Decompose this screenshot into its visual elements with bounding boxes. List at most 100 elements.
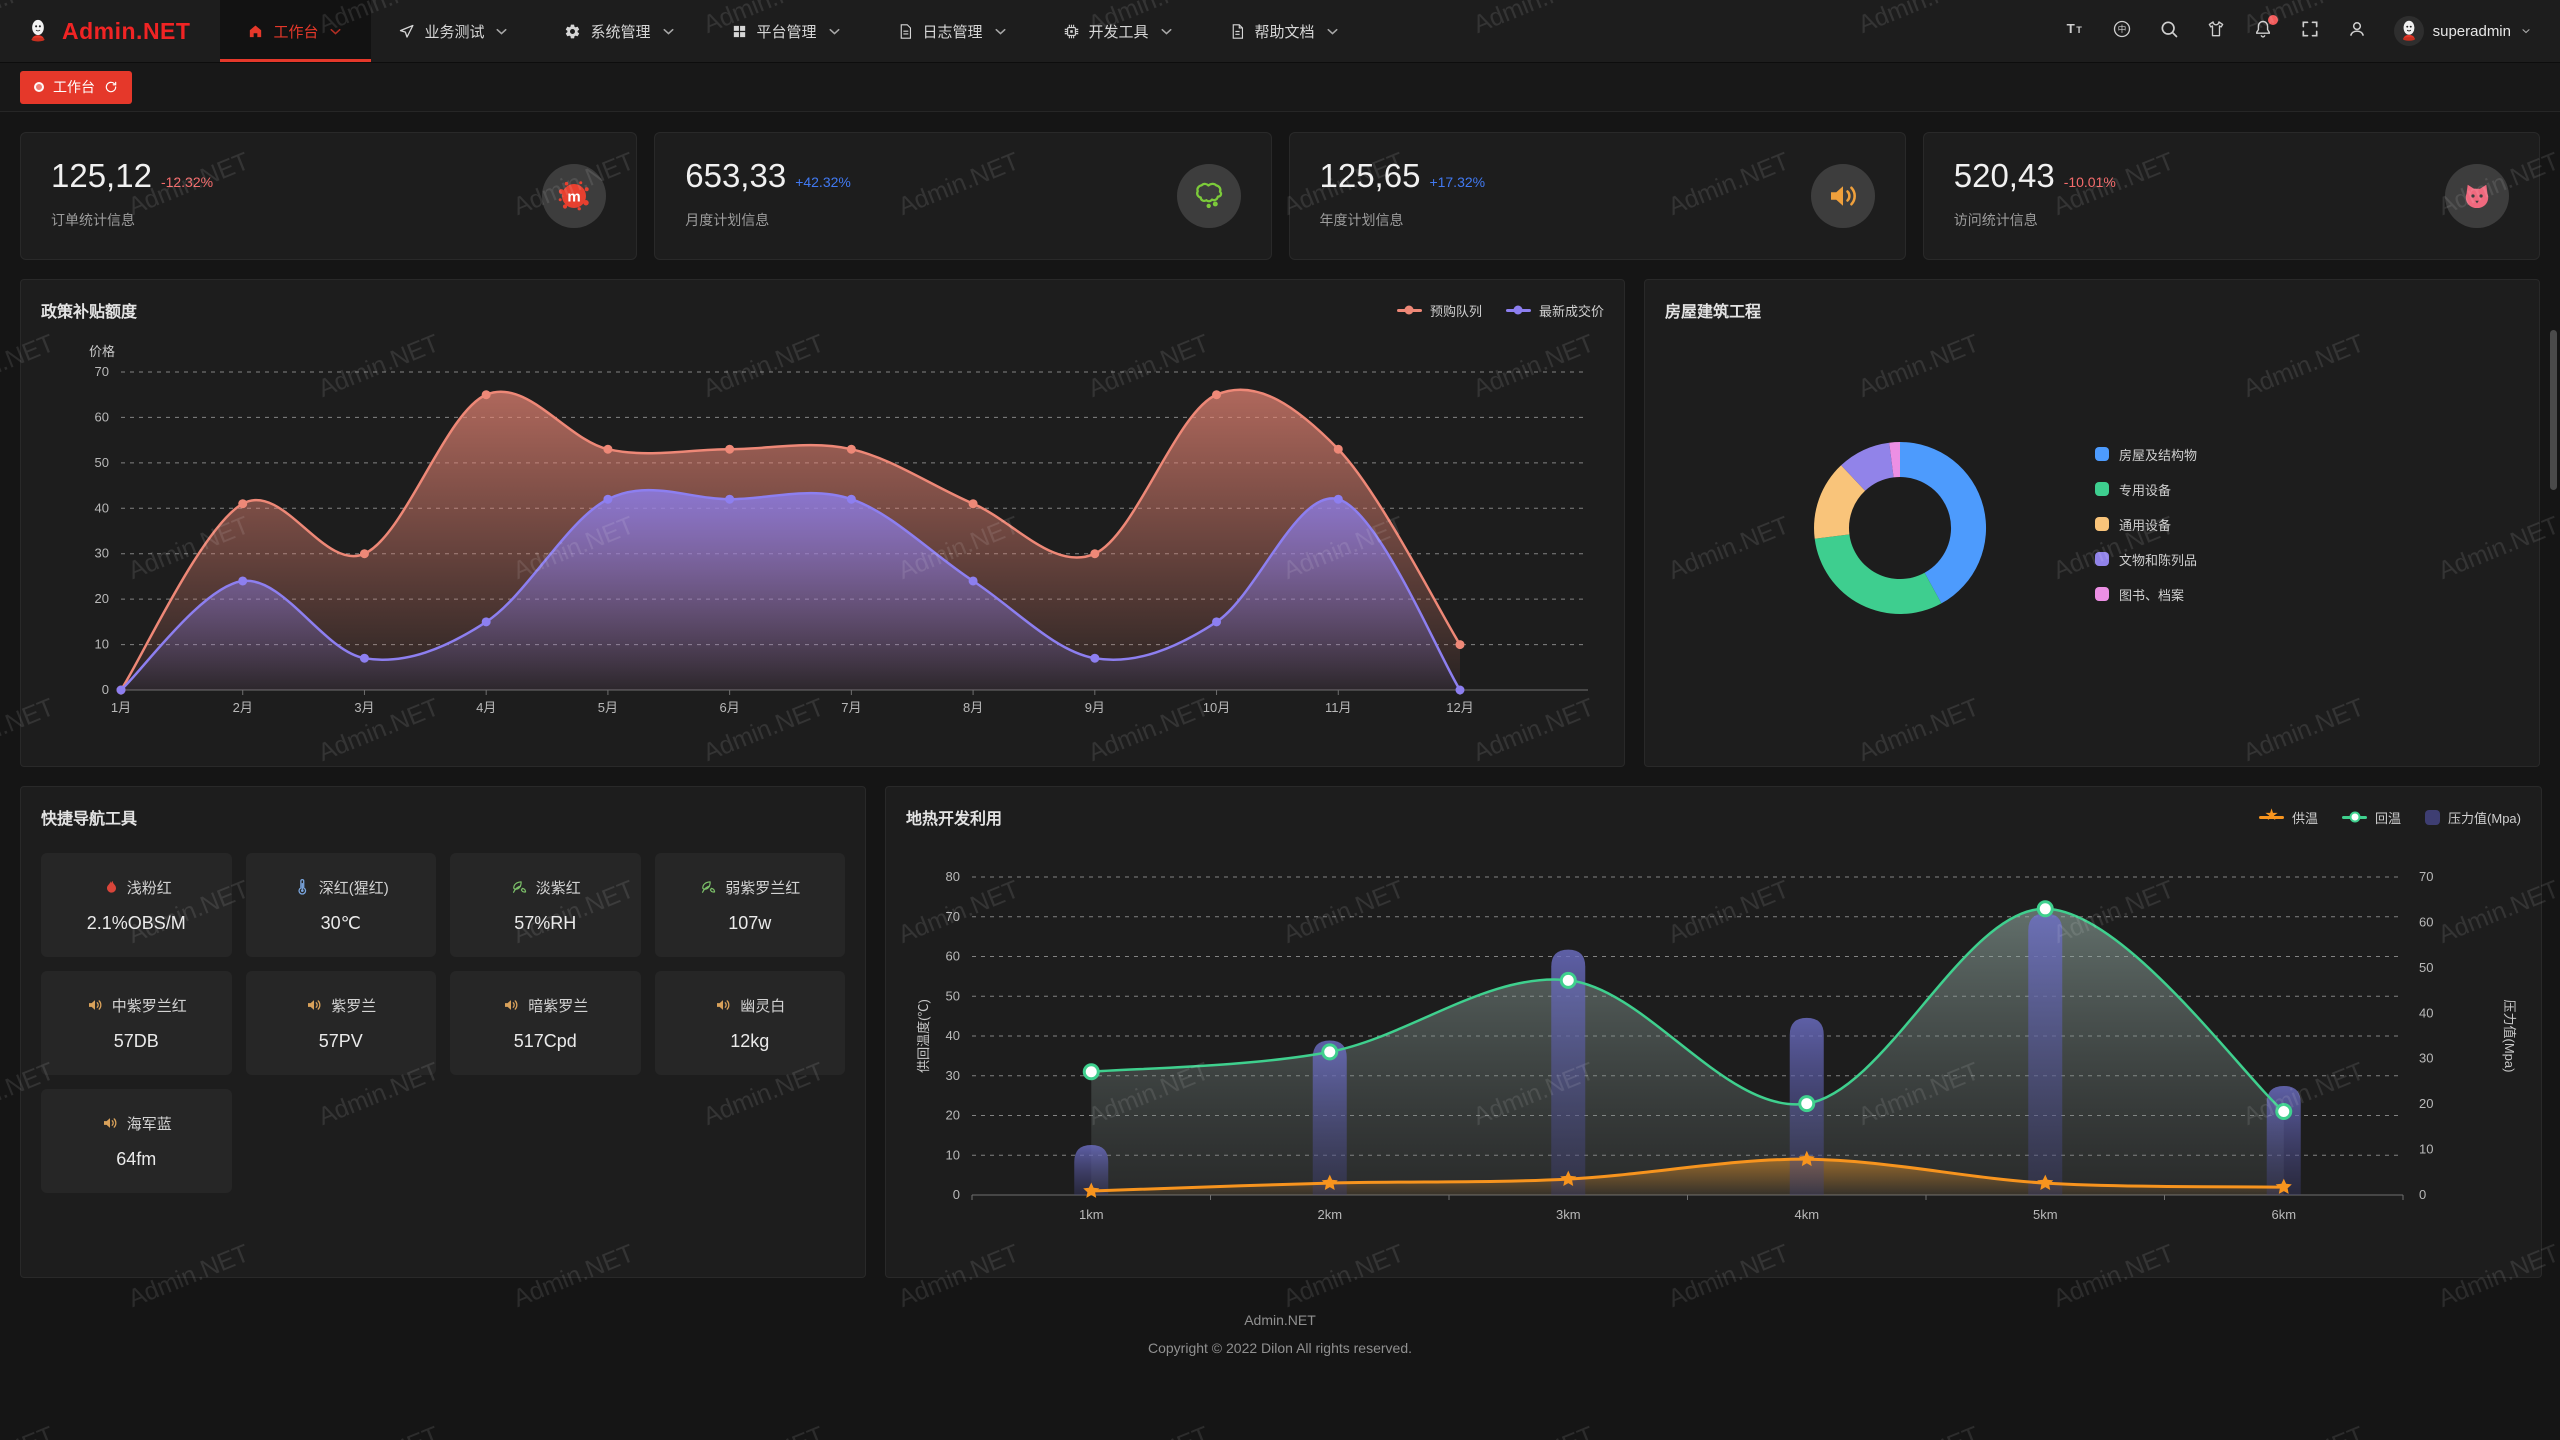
legend-item-series-2[interactable]: 回温 [2342, 808, 2401, 827]
quick-nav-button-2[interactable]: 深红(猩红) 30℃ [245, 853, 436, 957]
policy-chart-legend: 预购队列 最新成交价 [1396, 301, 1604, 320]
stat-delta: -10.01% [2063, 174, 2116, 190]
svg-text:60: 60 [95, 409, 109, 424]
home-icon [247, 23, 264, 40]
legend-item-series-1[interactable]: ★ 供温 [2259, 808, 2318, 827]
profile-button[interactable] [2347, 19, 2367, 44]
speaker-icon [86, 996, 104, 1014]
menu-dev-tools[interactable]: 开发工具 [1036, 0, 1202, 62]
paint-splat-icon: m [556, 178, 592, 214]
legend-item-series-2[interactable]: 最新成交价 [1505, 301, 1604, 320]
geothermal-mixed-chart: 0 10 20 30 40 50 60 70 80 0 10 20 30 40 50 60 70 1km 2km 3k… [916, 869, 2517, 1222]
quick-nav-button-9[interactable]: 海军蓝 64fm [41, 1089, 232, 1193]
stat-value: 125,65 [1319, 157, 1421, 194]
dot-icon [34, 82, 44, 92]
quick-nav-value: 517Cpd [513, 1030, 577, 1051]
menu-label: 开发工具 [1088, 23, 1149, 41]
donut-slice[interactable] [1841, 442, 1894, 491]
stat-label: 订单统计信息 [51, 212, 135, 228]
user-menu[interactable]: superadmin [2393, 16, 2532, 46]
quick-nav-button-3[interactable]: 淡紫红 57%RH [450, 853, 641, 957]
legend-item-slice-4[interactable]: 文物和陈列品 [2095, 550, 2197, 569]
chevron-down-icon [992, 23, 1009, 40]
stat-label: 访问统计信息 [1953, 212, 2038, 228]
quick-nav-button-8[interactable]: 幽灵白 12kg [654, 971, 845, 1075]
avatar [2393, 16, 2424, 46]
menu-label: 系统管理 [590, 23, 651, 41]
svg-text:10月: 10月 [1203, 700, 1230, 715]
fire-icon [101, 878, 119, 896]
chevron-down-icon [660, 23, 677, 40]
legend-item-slice-1[interactable]: 房屋及结构物 [2095, 445, 2197, 464]
tab-workbench[interactable]: 工作台 [20, 70, 132, 104]
policy-line-chart: 0 10 20 30 40 50 60 70 1月 2月 3月 4月 5月 6月 7月 8月 9月 10月 11月 1… [89, 344, 1588, 715]
quick-nav-value: 107w [728, 912, 772, 933]
legend-item-series-1[interactable]: 预购队列 [1396, 301, 1482, 320]
language-button[interactable]: 中 [2112, 19, 2132, 44]
svg-text:40: 40 [95, 500, 109, 515]
svg-text:6km: 6km [2271, 1207, 2296, 1222]
stat-value: 125,12 [51, 157, 152, 194]
chevron-down-icon [493, 23, 510, 40]
svg-text:12月: 12月 [1446, 700, 1473, 715]
svg-text:9月: 9月 [1085, 700, 1105, 715]
svg-text:1km: 1km [1079, 1207, 1104, 1222]
quick-nav-button-6[interactable]: 紫罗兰 57PV [245, 971, 436, 1075]
fullscreen-button[interactable] [2300, 19, 2320, 44]
stat-card-4: 520,43 -10.01% 访问统计信息 [1922, 132, 2540, 260]
menu-workbench[interactable]: 工作台 [220, 0, 372, 62]
menu-system-manage[interactable]: 系统管理 [537, 0, 703, 62]
menu-label: 工作台 [273, 23, 319, 41]
quick-nav-button-5[interactable]: 中紫罗兰红 57DB [41, 971, 232, 1075]
watermark-text: Admin.NET [1854, 1421, 1983, 1440]
svg-text:60: 60 [2419, 914, 2433, 929]
legend-item-series-3[interactable]: 压力值(Mpa) [2425, 808, 2521, 827]
quick-nav-value: 57PV [318, 1030, 363, 1051]
quick-nav-button-4[interactable]: 弱紫罗兰红 107w [654, 853, 845, 957]
svg-text:3月: 3月 [354, 700, 374, 715]
notifications-button[interactable] [2253, 14, 2278, 44]
housing-chart-panel: 房屋建筑工程 房屋及结构物 专用设备 通用设备 文物和陈列品 图书、档案 [1644, 279, 2540, 767]
menu-help-docs[interactable]: 帮助文档 [1202, 0, 1368, 62]
svg-text:70: 70 [946, 909, 960, 924]
quick-nav-value: 2.1%OBS/M [86, 912, 186, 933]
theme-button[interactable] [2206, 19, 2226, 44]
donut-slice[interactable] [1814, 534, 1942, 615]
quick-nav-button-1[interactable]: 浅粉红 2.1%OBS/M [41, 853, 232, 957]
menu-label: 业务测试 [424, 23, 485, 41]
legend-label: 房屋及结构物 [2119, 447, 2198, 463]
chevron-down-icon [1324, 23, 1341, 40]
search-button[interactable] [2159, 19, 2179, 44]
tabbar: 工作台 [0, 63, 2560, 112]
content: 125,12 -12.32% 订单统计信息 m 653,33 +42.32% 月度计划信息 1… [0, 112, 2560, 1382]
menu-log-manage[interactable]: 日志管理 [870, 0, 1036, 62]
housing-chart-legend: 房屋及结构物专用设备通用设备文物和陈列品 图书、档案 [2095, 445, 2197, 604]
fullscreen-icon [2300, 19, 2320, 44]
menu-label: 平台管理 [756, 23, 817, 41]
user-icon [2347, 19, 2367, 44]
logo[interactable]: Admin.NET [0, 0, 220, 62]
legend-item-slice-2[interactable]: 专用设备 [2095, 480, 2197, 499]
donut-slice[interactable] [1900, 442, 1987, 604]
menu-platform-manage[interactable]: 平台管理 [704, 0, 870, 62]
donut-slice[interactable] [1814, 465, 1866, 539]
stat-label: 年度计划信息 [1319, 212, 1404, 228]
svg-text:70: 70 [2419, 869, 2433, 884]
menu-business-test[interactable]: 业务测试 [371, 0, 537, 62]
logo-icon [24, 17, 52, 45]
cpu-icon [1063, 23, 1080, 40]
scrollbar[interactable] [2550, 330, 2557, 490]
svg-text:0: 0 [102, 682, 109, 697]
svg-text:0: 0 [953, 1187, 960, 1202]
legend-item-slice-3[interactable]: 通用设备 [2095, 515, 2197, 534]
legend-item-slice-5[interactable]: 图书、档案 [2095, 585, 2197, 604]
watermark-text: Admin.NET [1084, 1421, 1213, 1440]
quick-nav-label: 中紫罗兰红 [111, 997, 187, 1015]
refresh-icon[interactable] [104, 80, 118, 94]
quick-nav-label: 幽灵白 [740, 997, 786, 1015]
quick-nav-button-7[interactable]: 暗紫罗兰 517Cpd [450, 971, 641, 1075]
donut-slice[interactable] [1889, 442, 1900, 478]
